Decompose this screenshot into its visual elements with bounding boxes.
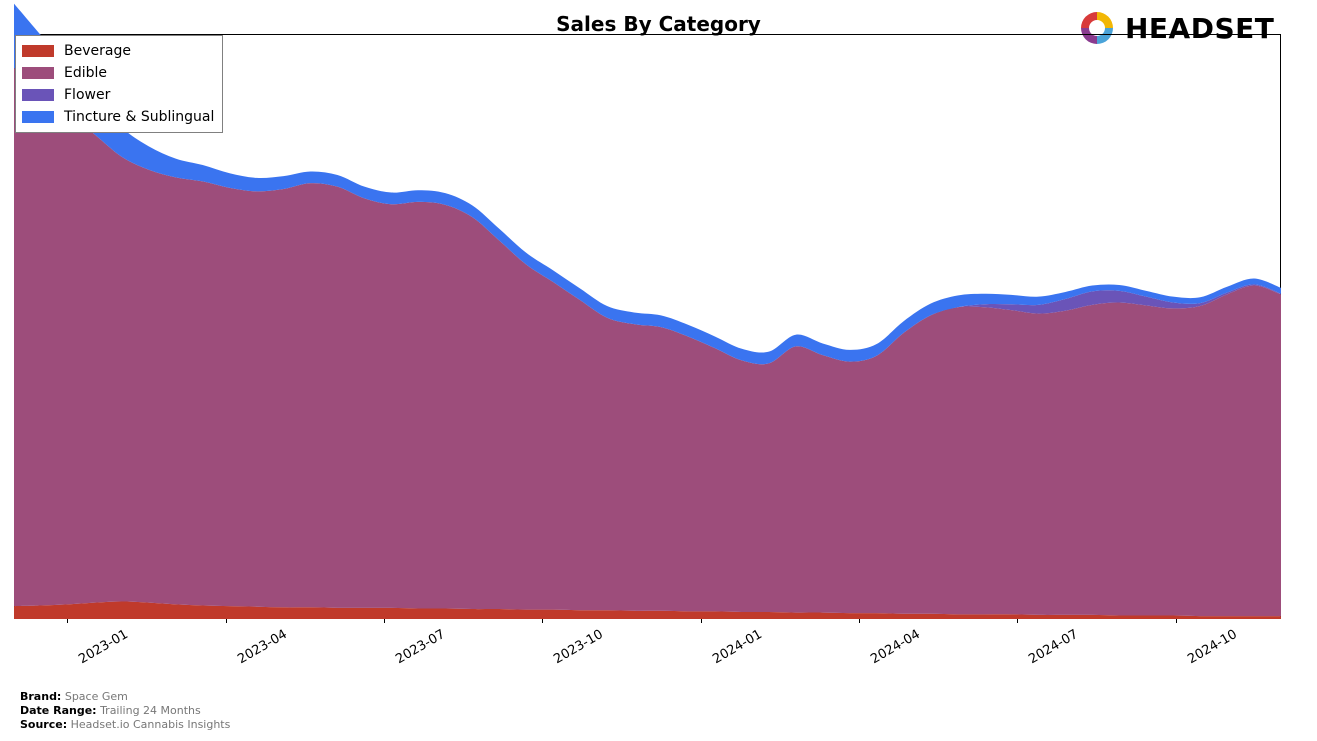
footer-line: Brand: Space Gem — [20, 690, 230, 704]
footer-line: Source: Headset.io Cannabis Insights — [20, 718, 230, 732]
legend-item-flower: Flower — [22, 84, 214, 106]
x-tick-mark — [1017, 619, 1018, 623]
chart-container: HEADSET Sales By Category BeverageEdible… — [0, 0, 1317, 741]
legend-label: Tincture & Sublingual — [64, 109, 214, 125]
legend-swatch — [22, 45, 54, 57]
x-tick-mark — [542, 619, 543, 623]
area-edible — [14, 68, 1281, 616]
x-tick-mark — [384, 619, 385, 623]
legend-label: Edible — [64, 65, 107, 81]
legend-item-edible: Edible — [22, 62, 214, 84]
x-tick-mark — [226, 619, 227, 623]
x-tick-mark — [1176, 619, 1177, 623]
x-tick-mark — [701, 619, 702, 623]
footer-line: Date Range: Trailing 24 Months — [20, 704, 230, 718]
x-tick-mark — [859, 619, 860, 623]
legend-label: Beverage — [64, 43, 131, 59]
legend-label: Flower — [64, 87, 110, 103]
legend-item-tincture: Tincture & Sublingual — [22, 106, 214, 128]
legend-item-beverage: Beverage — [22, 40, 214, 62]
x-tick-mark — [67, 619, 68, 623]
legend-swatch — [22, 89, 54, 101]
legend-swatch — [22, 111, 54, 123]
legend-swatch — [22, 67, 54, 79]
chart-footer: Brand: Space GemDate Range: Trailing 24 … — [20, 690, 230, 732]
legend: Beverage Edible Flower Tincture & Sublingua… — [15, 35, 223, 133]
